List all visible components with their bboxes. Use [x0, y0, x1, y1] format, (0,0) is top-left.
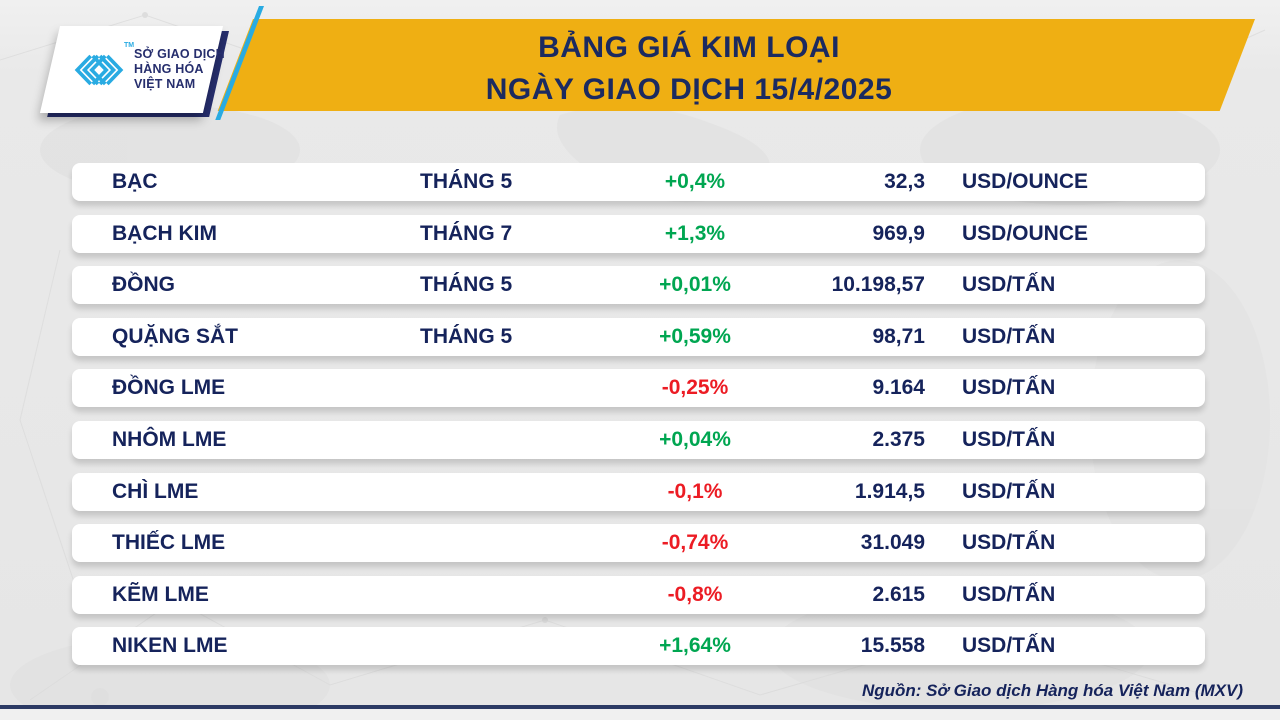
price-cell: 2.375: [872, 427, 925, 451]
table-row: CHÌ LME -0,1% 1.914,5 USD/TẤN: [72, 472, 1205, 511]
table-row: THIẾC LME -0,74% 31.049 USD/TẤN: [72, 524, 1205, 563]
logo-wordmark-line2: HÀNG HÓA: [134, 62, 204, 76]
change-cell: -0,1%: [667, 479, 723, 503]
unit-cell: USD/TẤN: [962, 376, 1056, 400]
table-row: ĐỒNG LME -0,25% 9.164 USD/TẤN: [72, 369, 1205, 408]
source-credit: Nguồn: Sở Giao dịch Hàng hóa Việt Nam (M…: [861, 681, 1243, 700]
price-cell: 15.558: [860, 634, 925, 658]
contract-month: THÁNG 5: [420, 324, 513, 348]
commodity-name: NHÔM LME: [112, 427, 227, 451]
commodity-name: BẠC: [112, 170, 158, 193]
contract-month: THÁNG 5: [420, 273, 513, 297]
logo-wordmark-line1: SỞ GIAO DỊCH: [134, 47, 225, 61]
change-cell: -0,25%: [661, 376, 729, 400]
mxv-logo-card: TM SỞ GIAO DỊCH HÀNG HÓA VIỆT NAM: [39, 26, 225, 113]
change-cell: +1,64%: [659, 634, 731, 658]
unit-cell: USD/OUNCE: [962, 221, 1089, 245]
change-cell: +1,3%: [664, 221, 726, 245]
unit-cell: USD/TẤN: [962, 273, 1056, 297]
change-cell: +0,01%: [659, 273, 731, 297]
bottom-light-strip: [0, 709, 1280, 720]
title-line-1: BẢNG GIÁ KIM LOẠI: [538, 31, 840, 64]
price-cell: 969,9: [872, 221, 925, 245]
table-row: BẠC THÁNG 5 +0,4% 32,3 USD/OUNCE: [72, 163, 1205, 201]
unit-cell: USD/TẤN: [962, 531, 1056, 555]
price-cell: 98,71: [872, 324, 925, 348]
commodity-name: QUẶNG SẮT: [112, 324, 238, 348]
table-row: BẠCH KIM THÁNG 7 +1,3% 969,9 USD/OUNCE: [72, 214, 1205, 253]
unit-cell: USD/TẤN: [962, 634, 1056, 658]
trademark-symbol: TM: [124, 42, 135, 49]
unit-cell: USD/TẤN: [962, 582, 1056, 606]
table-row: ĐỒNG THÁNG 5 +0,01% 10.198,57 USD/TẤN: [72, 266, 1205, 305]
unit-cell: USD/TẤN: [962, 479, 1056, 503]
price-cell: 1.914,5: [854, 479, 925, 503]
mxv-chevron-icon: [74, 54, 124, 85]
price-cell: 9.164: [872, 376, 925, 400]
table-row: QUẶNG SẮT THÁNG 5 +0,59% 98,71 USD/TẤN: [72, 317, 1205, 356]
commodity-name: CHÌ LME: [112, 479, 199, 503]
bottom-navy-bar: [0, 705, 1280, 709]
unit-cell: USD/TẤN: [962, 324, 1056, 348]
logo-wordmark: SỞ GIAO DỊCH HÀNG HÓA VIỆT NAM: [134, 47, 225, 92]
page-title: BẢNG GIÁ KIM LOẠI NGÀY GIAO DỊCH 15/4/20…: [253, 27, 1125, 111]
commodity-name: BẠCH KIM: [112, 221, 217, 245]
commodity-name: KẼM LME: [112, 582, 209, 606]
change-cell: -0,74%: [661, 531, 729, 555]
price-cell: 31.049: [860, 531, 925, 555]
price-cell: 2.615: [872, 582, 925, 606]
table-row: NHÔM LME +0,04% 2.375 USD/TẤN: [72, 420, 1205, 459]
unit-cell: USD/OUNCE: [962, 170, 1089, 193]
price-cell: 10.198,57: [831, 273, 925, 297]
commodity-name: THIẾC LME: [112, 531, 226, 555]
title-line-2: NGÀY GIAO DỊCH 15/4/2025: [485, 73, 893, 106]
price-cell: 32,3: [884, 170, 925, 193]
change-cell: +0,59%: [659, 324, 731, 348]
commodity-name: ĐỒNG LME: [112, 376, 226, 400]
contract-month: THÁNG 7: [420, 221, 513, 245]
contract-month: THÁNG 5: [420, 170, 513, 193]
price-table: BẠC THÁNG 5 +0,4% 32,3 USD/OUNCE BẠCH KI…: [72, 163, 1205, 679]
table-row: KẼM LME -0,8% 2.615 USD/TẤN: [72, 575, 1205, 614]
change-cell: -0,8%: [667, 582, 723, 606]
logo-wordmark-line3: VIỆT NAM: [134, 77, 196, 91]
unit-cell: USD/TẤN: [962, 427, 1056, 451]
change-cell: +0,04%: [659, 427, 731, 451]
commodity-name: NIKEN LME: [112, 634, 228, 658]
table-row: NIKEN LME +1,64% 15.558 USD/TẤN: [72, 627, 1205, 666]
commodity-name: ĐỒNG: [112, 273, 175, 297]
change-cell: +0,4%: [664, 170, 726, 193]
